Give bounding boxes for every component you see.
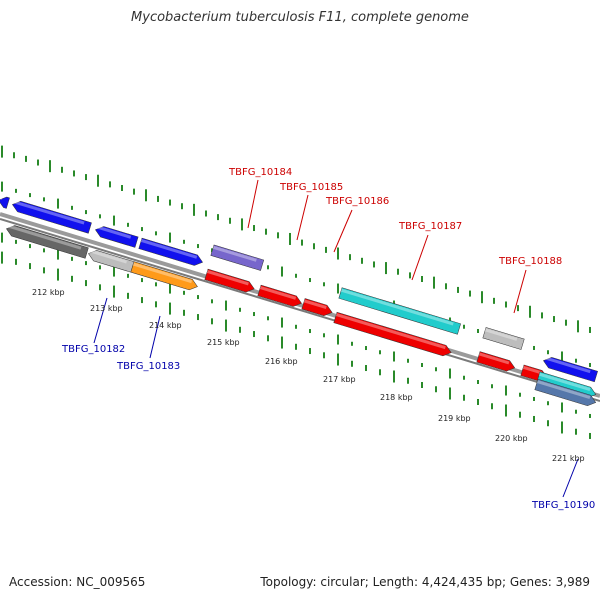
scale-label: 216 kbp	[265, 357, 298, 366]
scale-label: 214 kbp	[149, 321, 182, 330]
label-leader-line	[296, 194, 309, 241]
gene-arrow	[12, 200, 92, 234]
scale-labels: 212 kbp 213 kbp 214 kbp 215 kbp 216 kbp …	[32, 288, 585, 463]
gene-arrow-body	[338, 287, 461, 335]
gene-label: TBFG_10187	[398, 221, 462, 232]
gene-arrow-body	[138, 237, 203, 266]
gene-arrow-body	[6, 225, 89, 259]
gene-arrow-highlight	[538, 372, 591, 392]
scale-label: 213 kbp	[90, 304, 123, 313]
gene-arrow	[534, 378, 597, 406]
gene-label: TBFG_10183	[116, 361, 180, 372]
gene-arrow-body	[88, 250, 135, 273]
gene-label: TBFG_10188	[498, 256, 562, 267]
gene-arrow-highlight	[335, 313, 446, 350]
gene-arrow	[88, 249, 135, 273]
accession-text: Accession: NC_009565	[9, 575, 146, 589]
gene-arrow-highlight	[543, 356, 591, 374]
gene-arrow	[130, 261, 198, 291]
gene-arrow-body	[301, 298, 333, 316]
gene-arrow	[338, 287, 461, 335]
scale-label: 221 kbp	[552, 454, 585, 463]
label-leader-line	[93, 297, 108, 344]
gene-arrow-body	[534, 378, 597, 406]
backbone-line-shadow	[0, 218, 600, 402]
gene-arrow-highlight	[140, 239, 198, 259]
gene-arrow-body	[257, 284, 302, 307]
label-leader-line	[247, 179, 259, 229]
gene-arrow-highlight	[0, 195, 3, 200]
gene-arrow-highlight	[88, 249, 128, 264]
gene-arrow-highlight	[536, 380, 591, 399]
gene-features	[0, 195, 598, 406]
map-title: Mycobacterium tuberculosis F11, complete…	[131, 10, 469, 25]
gene-arrow	[257, 284, 302, 307]
gene-arrow-body	[95, 226, 139, 248]
gene-label: TBFG_10186	[325, 196, 389, 207]
gene-arrow-highlight	[212, 245, 257, 262]
scale-label: 215 kbp	[207, 338, 240, 347]
gene-arrow-body	[0, 196, 10, 209]
gene-arrow-body	[12, 201, 92, 234]
gene-arrow	[543, 356, 598, 383]
scale-label: 218 kbp	[380, 393, 413, 402]
gene-arrow-highlight	[6, 224, 82, 250]
gene-labels-top: TBFG_10184 TBFG_10185 TBFG_10186 TBFG_10…	[228, 167, 562, 267]
scale-label: 219 kbp	[438, 414, 471, 423]
gene-arrow-body	[333, 311, 452, 357]
gene-arrow-body	[204, 268, 255, 293]
scale-label: 212 kbp	[32, 288, 65, 297]
scale-label: 217 kbp	[323, 375, 356, 384]
tick-marks	[1, 145, 591, 439]
gene-arrow-body	[482, 327, 525, 350]
gene-arrow-highlight	[132, 262, 193, 284]
gene-label: TBFG_10190	[531, 500, 595, 511]
scale-label: 220 kbp	[495, 434, 528, 443]
gene-labels-bottom: TBFG_10182 TBFG_10183 TBFG_10190	[61, 344, 595, 511]
gene-label: TBFG_10184	[228, 167, 292, 178]
label-leader-line	[513, 269, 527, 314]
gene-arrow	[95, 225, 139, 248]
gene-arrow	[204, 268, 255, 293]
gene-label: TBFG_10182	[61, 344, 125, 355]
label-leader-line	[149, 315, 161, 359]
gene-arrow-highlight	[340, 288, 454, 326]
gene-arrow-body	[476, 351, 516, 372]
gene-arrow-body	[543, 357, 598, 383]
gene-arrow	[301, 298, 333, 316]
gene-arrow-highlight	[259, 286, 297, 300]
gene-arrow	[333, 311, 452, 357]
gene-arrow-highlight	[95, 225, 132, 239]
gene-arrow	[476, 351, 516, 372]
gene-arrow-highlight	[522, 365, 542, 375]
genome-summary-text: Topology: circular; Length: 4,424,435 bp…	[260, 575, 590, 589]
gene-arrow	[482, 327, 525, 350]
gene-label: TBFG_10185	[279, 182, 343, 193]
label-leader-lines	[93, 179, 579, 498]
gene-arrow-body	[130, 261, 198, 291]
gene-arrow	[210, 244, 265, 271]
gene-arrow-highlight	[484, 328, 518, 341]
gene-arrow-highlight	[478, 352, 510, 365]
label-leader-line	[562, 458, 579, 498]
gene-arrow-highlight	[206, 270, 249, 286]
gene-arrow	[138, 237, 203, 266]
label-leader-line	[411, 234, 429, 281]
gene-arrow-body	[210, 244, 265, 271]
gene-arrow	[6, 224, 89, 259]
gene-arrow-highlight	[12, 200, 85, 225]
gene-arrow	[0, 195, 10, 209]
label-leader-line	[333, 209, 353, 253]
gene-arrow-highlight	[303, 299, 327, 310]
